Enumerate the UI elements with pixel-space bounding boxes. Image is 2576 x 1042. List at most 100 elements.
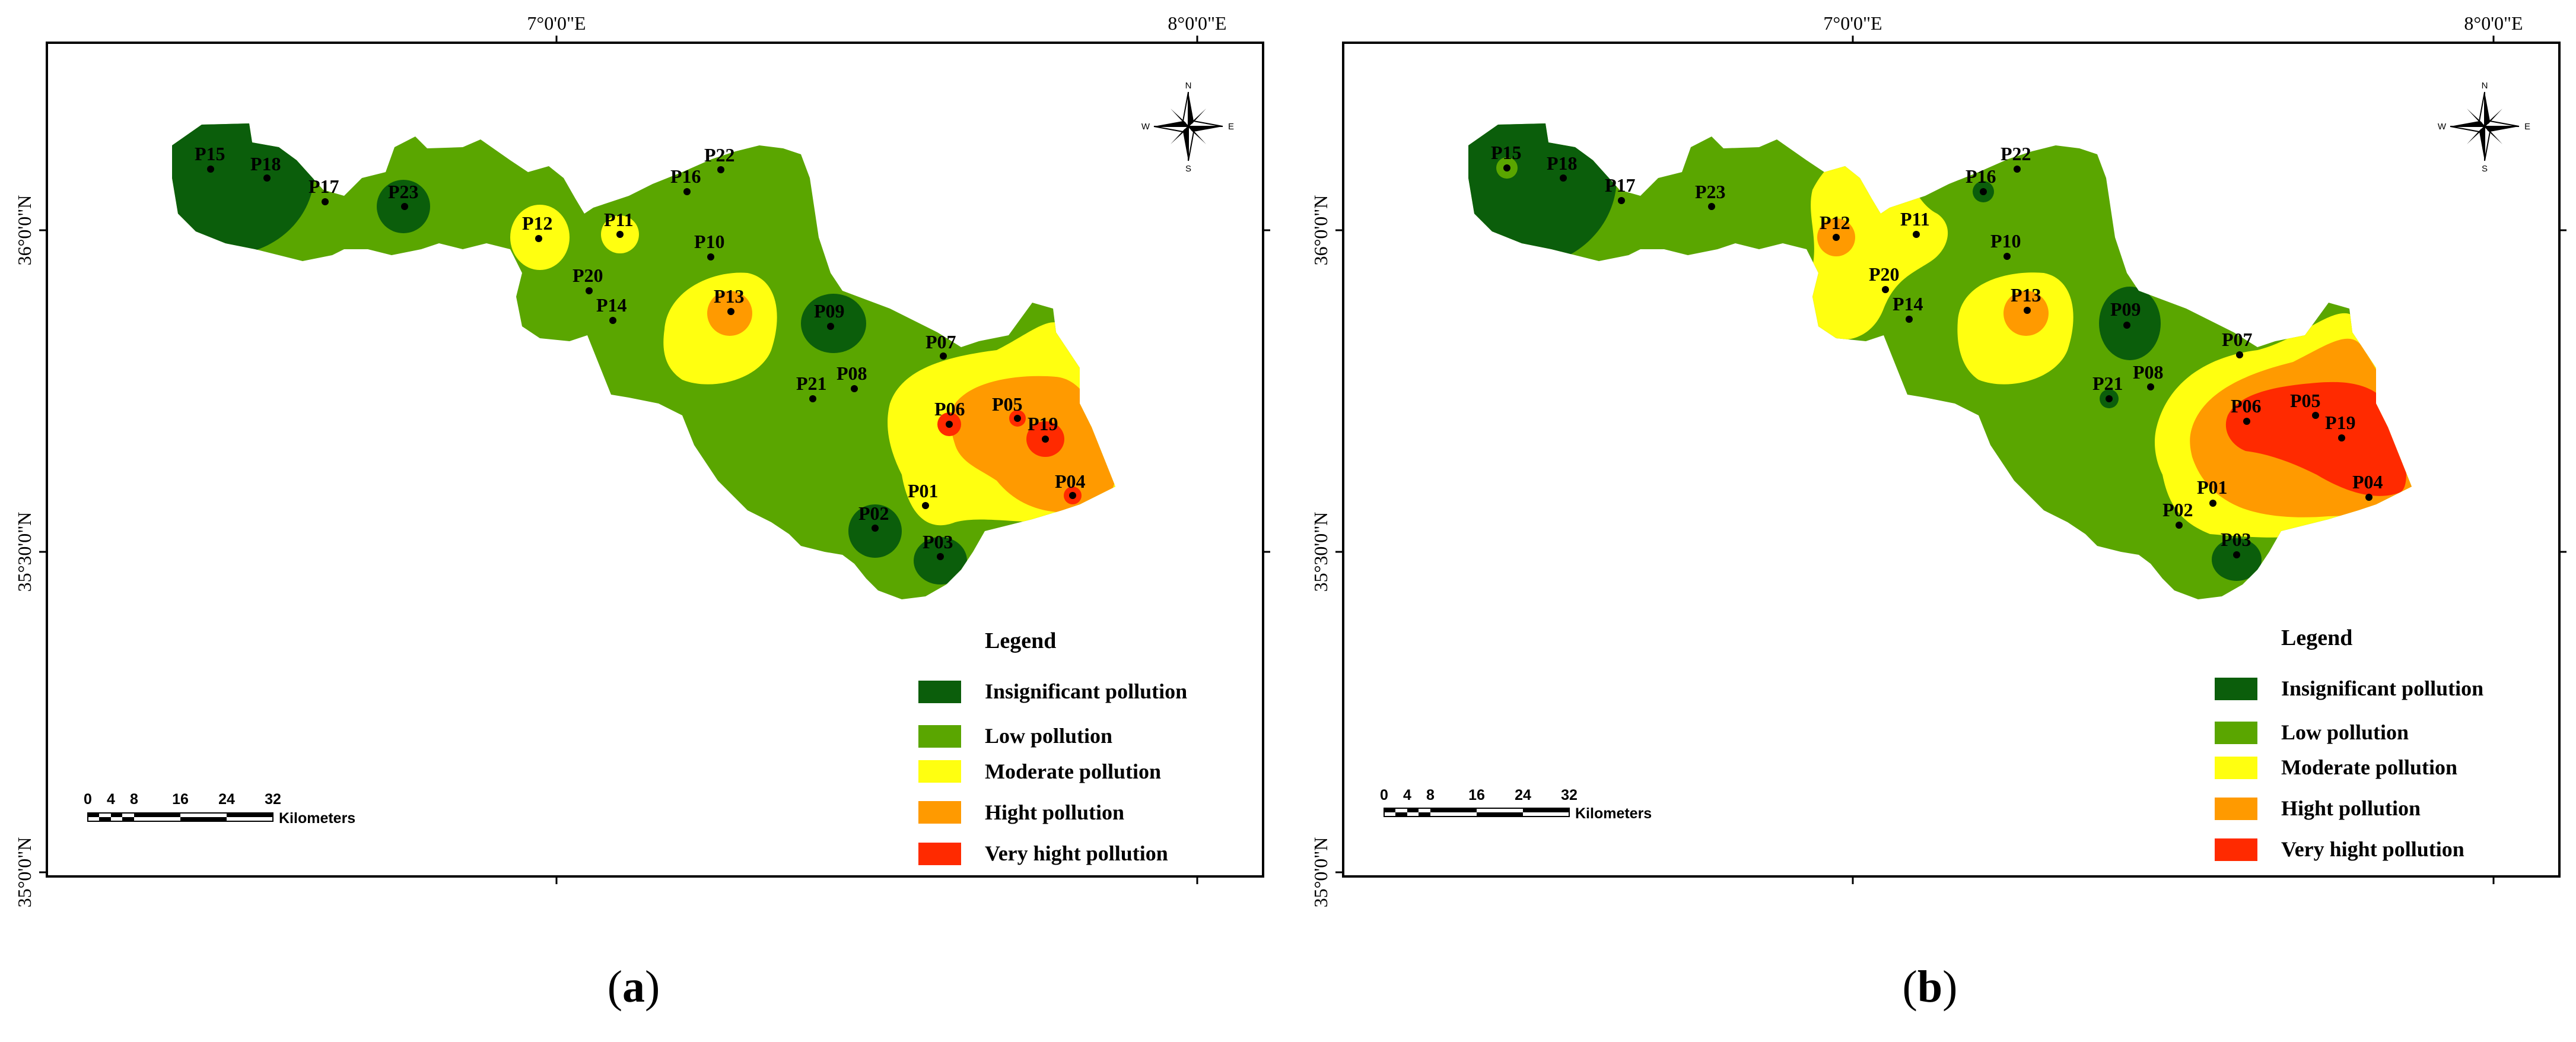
svg-text:W: W [2438, 122, 2447, 132]
sampling-point: P14 [1893, 293, 1923, 323]
sampling-point: P13 [714, 285, 745, 315]
point-label: P02 [858, 503, 889, 524]
point-label: P18 [250, 153, 281, 174]
lon-label-7e: 7°0'0"E [1823, 12, 1882, 34]
sampling-point: P13 [2011, 284, 2041, 314]
point-label: P12 [522, 212, 553, 234]
point-label: P22 [2001, 143, 2031, 164]
point-label: P20 [573, 265, 603, 286]
sampling-point: P19 [2325, 412, 2356, 441]
zone-insignificant [801, 294, 866, 353]
svg-text:8: 8 [1426, 787, 1435, 803]
point-label: P04 [1055, 471, 1086, 492]
svg-text:24: 24 [218, 791, 235, 808]
point-label: P02 [2162, 499, 2193, 520]
sampling-point: P18 [1547, 153, 1578, 182]
sampling-point: P07 [926, 331, 956, 360]
point-label: P19 [2325, 412, 2356, 433]
legend-item: Very hight pollution [2281, 837, 2464, 861]
legend-swatch [2215, 838, 2257, 861]
legend: Legend Insignificant pollution Low pollu… [918, 628, 1187, 865]
sampling-point: P05 [992, 393, 1023, 422]
map-frame [1342, 42, 2561, 878]
lat-label-3530n: 35°30'0"N [14, 512, 35, 592]
point-label: P11 [1900, 208, 1930, 230]
svg-text:0: 0 [1380, 787, 1388, 803]
map-b-svg: 7°0'0"E 8°0'0"E 36°0'0"N 35°30'0"N 35°0'… [1310, 12, 2567, 907]
lon-label-7e: 7°0'0"E [527, 12, 586, 34]
point-label: P03 [2221, 529, 2251, 550]
svg-text:S: S [2482, 164, 2488, 174]
legend-item: Hight pollution [2281, 796, 2421, 820]
zone-insignificant [1468, 123, 1617, 267]
north-arrow-icon: N S E W [1141, 81, 1234, 174]
svg-text:24: 24 [1515, 787, 1531, 803]
point-label: P15 [1491, 142, 1522, 163]
point-label: P01 [908, 480, 939, 501]
sampling-point: P20 [1869, 263, 1900, 293]
sampling-point: P11 [604, 209, 634, 238]
caption-b: (b) [1902, 962, 1958, 1012]
svg-text:4: 4 [1403, 787, 1411, 803]
sampling-point: P12 [522, 212, 553, 242]
sampling-point: P08 [2133, 361, 2164, 390]
point-label: P09 [814, 300, 845, 322]
sampling-point: P01 [2197, 476, 2228, 507]
point-label: P20 [1869, 263, 1900, 285]
point-label: P16 [670, 166, 701, 187]
point-label: P23 [388, 181, 419, 202]
legend-item: Low pollution [985, 724, 1112, 748]
point-label: P19 [1028, 413, 1058, 434]
sampling-point: P04 [2352, 471, 2383, 501]
point-label: P17 [1605, 174, 1636, 196]
scale-bar: 0 4 8 16 24 32 Kilometers [84, 791, 355, 827]
legend-swatch [2215, 798, 2257, 820]
svg-text:32: 32 [265, 791, 281, 808]
point-label: P15 [195, 143, 225, 164]
north-arrow-icon: N S E W [2438, 81, 2530, 174]
point-label: P10 [694, 231, 725, 252]
sampling-point: P15 [1491, 142, 1522, 171]
point-label: P14 [596, 294, 627, 316]
legend-item: Low pollution [2281, 720, 2409, 744]
point-label: P03 [923, 531, 953, 552]
svg-text:16: 16 [172, 791, 189, 808]
point-label: P13 [714, 285, 745, 307]
point-label: P06 [2231, 395, 2262, 417]
sampling-point: P03 [923, 531, 953, 560]
scale-unit: Kilometers [1575, 805, 1652, 822]
point-label: P08 [2133, 361, 2164, 383]
svg-text:8: 8 [130, 791, 138, 808]
svg-text:N: N [2482, 81, 2488, 91]
sampling-point: P10 [1990, 230, 2021, 260]
legend-swatch [918, 725, 961, 748]
svg-text:16: 16 [1468, 787, 1485, 803]
legend-item: Insignificant pollution [985, 679, 1187, 703]
caption-a: (a) [607, 962, 660, 1012]
sampling-point: P21 [2092, 373, 2123, 402]
sampling-point: P22 [704, 144, 735, 173]
sampling-point: P20 [573, 265, 603, 294]
lon-label-8e: 8°0'0"E [1168, 12, 1226, 34]
point-label: P13 [2011, 284, 2041, 306]
sampling-point: P23 [388, 181, 419, 210]
sampling-point: P16 [670, 166, 701, 195]
zone-very-high [2225, 382, 2406, 496]
sampling-point: P02 [858, 503, 889, 532]
svg-text:32: 32 [1561, 787, 1578, 803]
sampling-point: P15 [195, 143, 225, 173]
svg-text:E: E [1228, 122, 1234, 132]
point-label: P16 [1966, 166, 1996, 187]
legend-swatch [918, 681, 961, 703]
point-label: P14 [1893, 293, 1923, 314]
sampling-point: P04 [1055, 471, 1086, 499]
sampling-points-b: P01 P02 P03 P04 P05 P06 P07 P08 P09 P10 … [1491, 142, 2383, 558]
sampling-point: P16 [1966, 166, 1996, 195]
point-label: P01 [2197, 476, 2228, 498]
map-frame [46, 42, 1264, 878]
legend-swatch [918, 760, 961, 783]
lat-label-36n: 36°0'0"N [14, 195, 35, 266]
legend-swatch [2215, 757, 2257, 779]
sampling-point: P17 [1605, 174, 1636, 204]
point-label: P10 [1990, 230, 2021, 252]
